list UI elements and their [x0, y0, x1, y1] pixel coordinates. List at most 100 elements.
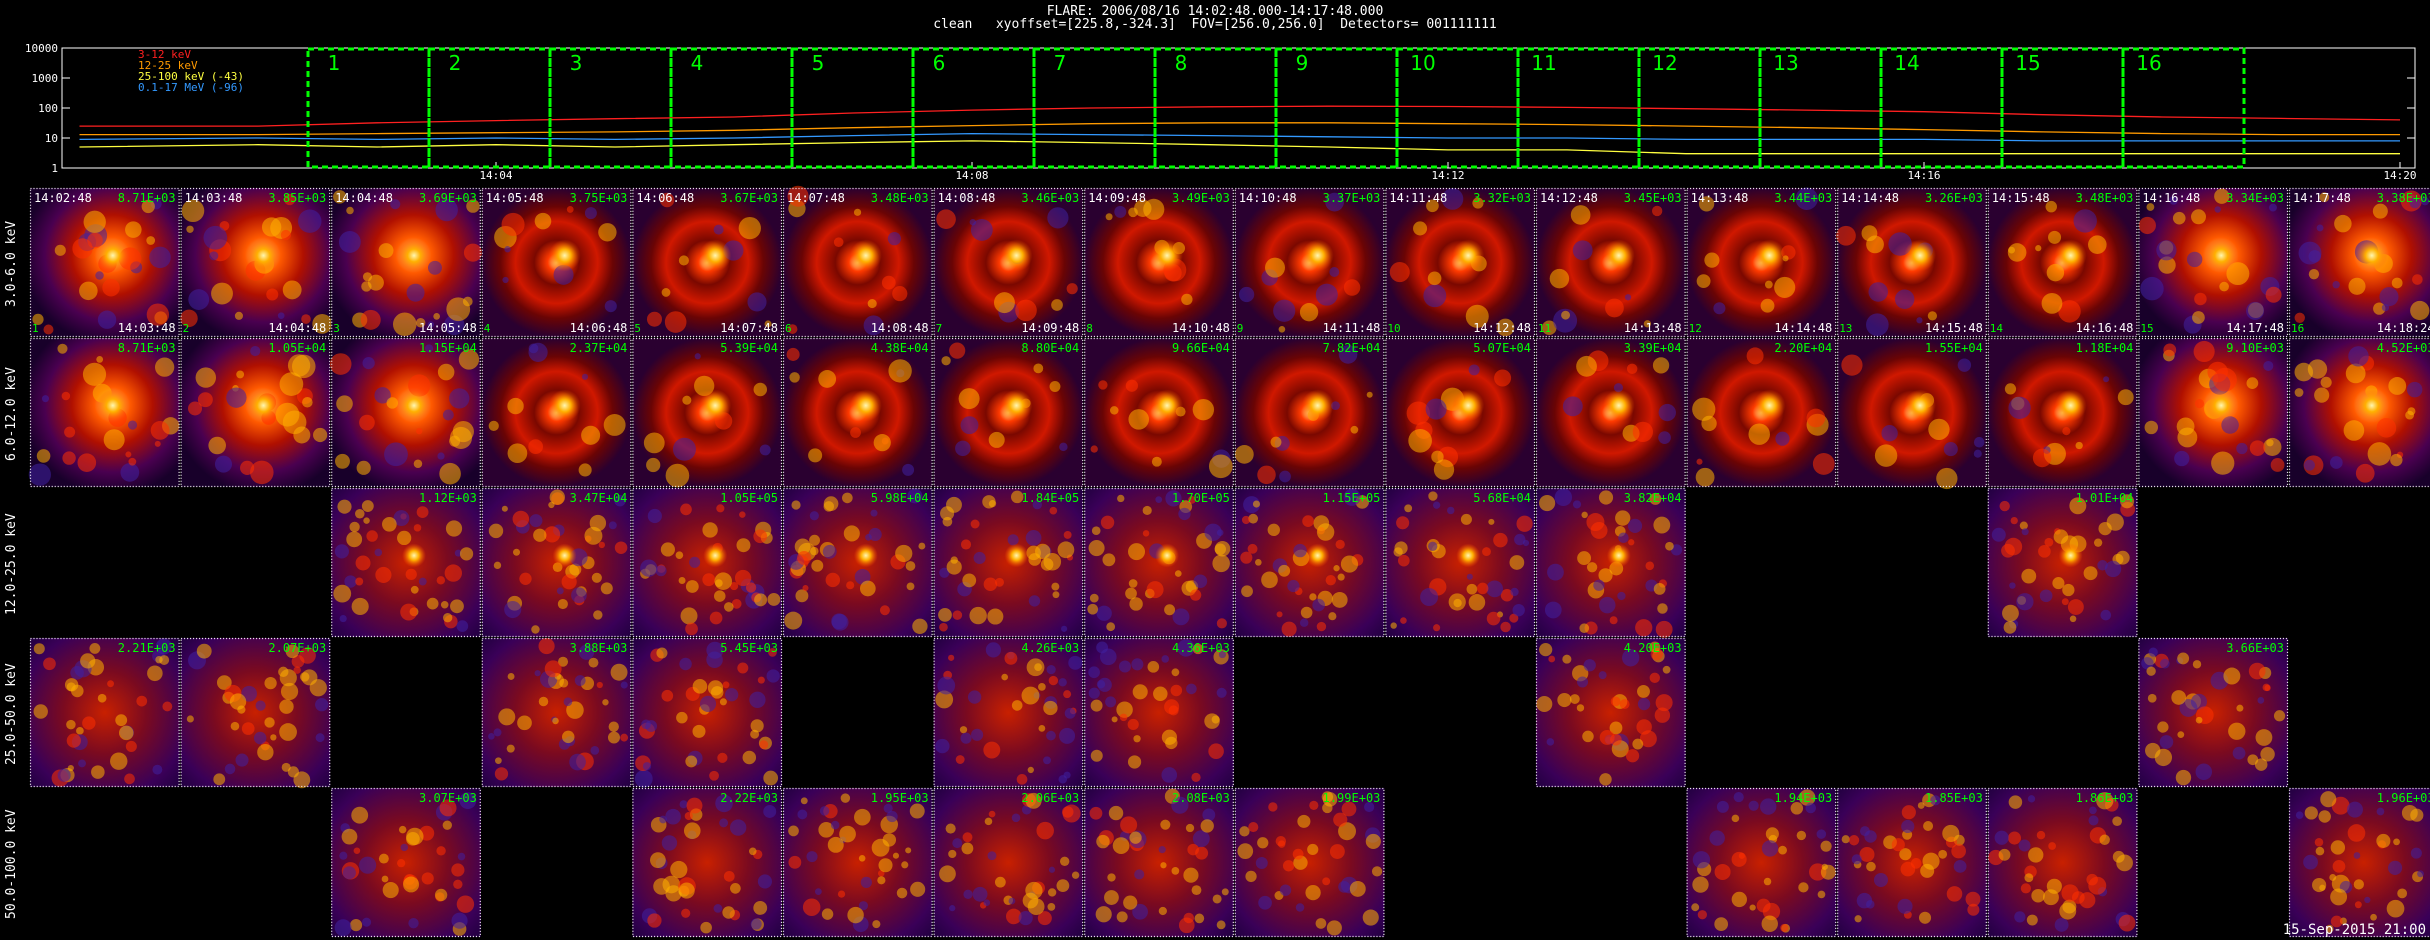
speckle	[125, 451, 132, 458]
speckle	[1764, 280, 1773, 289]
tile-border	[481, 337, 632, 488]
max-value-label: 1.70E+05	[1172, 491, 1230, 505]
speckle	[1240, 551, 1253, 564]
speckle	[1714, 863, 1731, 881]
speckle	[125, 221, 142, 238]
speckle	[250, 460, 274, 485]
speckle	[2032, 448, 2052, 468]
speckle	[1544, 601, 1562, 619]
speckle	[1177, 639, 1195, 657]
tile-border	[180, 637, 331, 788]
speckle	[868, 527, 882, 542]
start-time-label: 14:15:48	[1992, 191, 2050, 205]
speckle	[1015, 299, 1037, 322]
speckle	[661, 835, 678, 851]
speckle	[1637, 684, 1650, 698]
speckle	[2386, 899, 2405, 918]
speckle	[1243, 496, 1261, 514]
interval-box	[669, 47, 794, 169]
speckle	[1096, 605, 1112, 621]
speckle	[528, 343, 539, 354]
speckle	[2054, 917, 2069, 932]
speckle	[1212, 894, 1222, 904]
speckle	[1033, 363, 1044, 374]
speckle	[1618, 532, 1629, 544]
speckle	[346, 531, 363, 548]
interval-index-label: 11	[1538, 322, 1551, 335]
speckle	[333, 584, 352, 603]
speckle	[2097, 560, 2108, 571]
speckle	[120, 463, 140, 482]
speckle	[1049, 506, 1058, 515]
speckle	[719, 698, 727, 706]
speckle	[1088, 540, 1105, 557]
speckle	[1125, 379, 1138, 392]
speckle	[2027, 795, 2036, 803]
speckle	[421, 872, 434, 885]
speckle	[1817, 890, 1826, 899]
speckle	[494, 767, 509, 781]
end-time-label: 14:11:48	[1323, 321, 1381, 335]
image-tile: 3.32E+03 14:11:48 14:12:48 10	[1385, 187, 1536, 338]
speckle	[240, 460, 255, 475]
speckle	[405, 568, 417, 581]
speckle	[1293, 543, 1307, 558]
speckle	[1897, 898, 1913, 914]
bright-source	[402, 543, 427, 568]
speckle	[2226, 262, 2250, 286]
interval-index-label: 7	[936, 322, 943, 335]
speckle	[1859, 846, 1875, 862]
speckle	[684, 811, 693, 821]
speckle	[1049, 381, 1061, 392]
speckle	[1116, 911, 1128, 923]
speckle	[2146, 203, 2155, 211]
speckle	[818, 370, 837, 388]
speckle	[2266, 439, 2274, 447]
max-value-label: 3.34E+03	[2226, 191, 2284, 205]
speckle	[1658, 403, 1676, 422]
speckle	[1428, 541, 1438, 551]
speckle	[2117, 389, 2134, 406]
speckle	[1158, 906, 1167, 916]
bright-source	[2054, 239, 2087, 272]
speckle	[2146, 666, 2156, 676]
max-value-label: 3.45E+03	[1624, 191, 1682, 205]
interval-label: 9	[1296, 51, 1309, 75]
speckle	[390, 199, 401, 210]
speckle	[339, 851, 348, 860]
speckle	[433, 313, 440, 320]
speckle	[912, 618, 928, 634]
speckle	[935, 690, 954, 709]
speckle	[155, 638, 172, 655]
interval-box	[911, 47, 1036, 169]
tile-border	[1084, 787, 1234, 938]
speckle	[1577, 551, 1592, 566]
speckle	[1698, 196, 1715, 212]
speckle	[650, 852, 666, 869]
speckle	[378, 853, 389, 864]
speckle	[1038, 683, 1046, 691]
start-time-label: 14:08:48	[938, 191, 996, 205]
image-tile: 2.37E+04	[481, 337, 632, 488]
speckle	[1191, 772, 1201, 782]
speckle	[2024, 873, 2034, 883]
tile-border	[933, 337, 1084, 488]
speckle	[449, 435, 461, 447]
speckle	[1168, 705, 1179, 716]
speckle	[1748, 423, 1770, 445]
interval-index-label: 14	[1990, 322, 2004, 335]
y-tick-label: 1	[51, 162, 58, 175]
speckle	[1654, 707, 1671, 723]
speckle	[1089, 806, 1103, 820]
speckle	[1426, 199, 1439, 213]
speckle	[280, 682, 299, 701]
bright-source	[1000, 389, 1033, 422]
speckle	[1273, 299, 1296, 322]
speckle	[2104, 560, 2122, 578]
speckle	[1651, 205, 1663, 217]
speckle	[1655, 694, 1673, 712]
speckle	[1211, 715, 1220, 724]
speckle	[1238, 286, 1255, 303]
tile-border	[1385, 187, 1536, 338]
image-tile: 3.07E+03	[331, 787, 481, 938]
